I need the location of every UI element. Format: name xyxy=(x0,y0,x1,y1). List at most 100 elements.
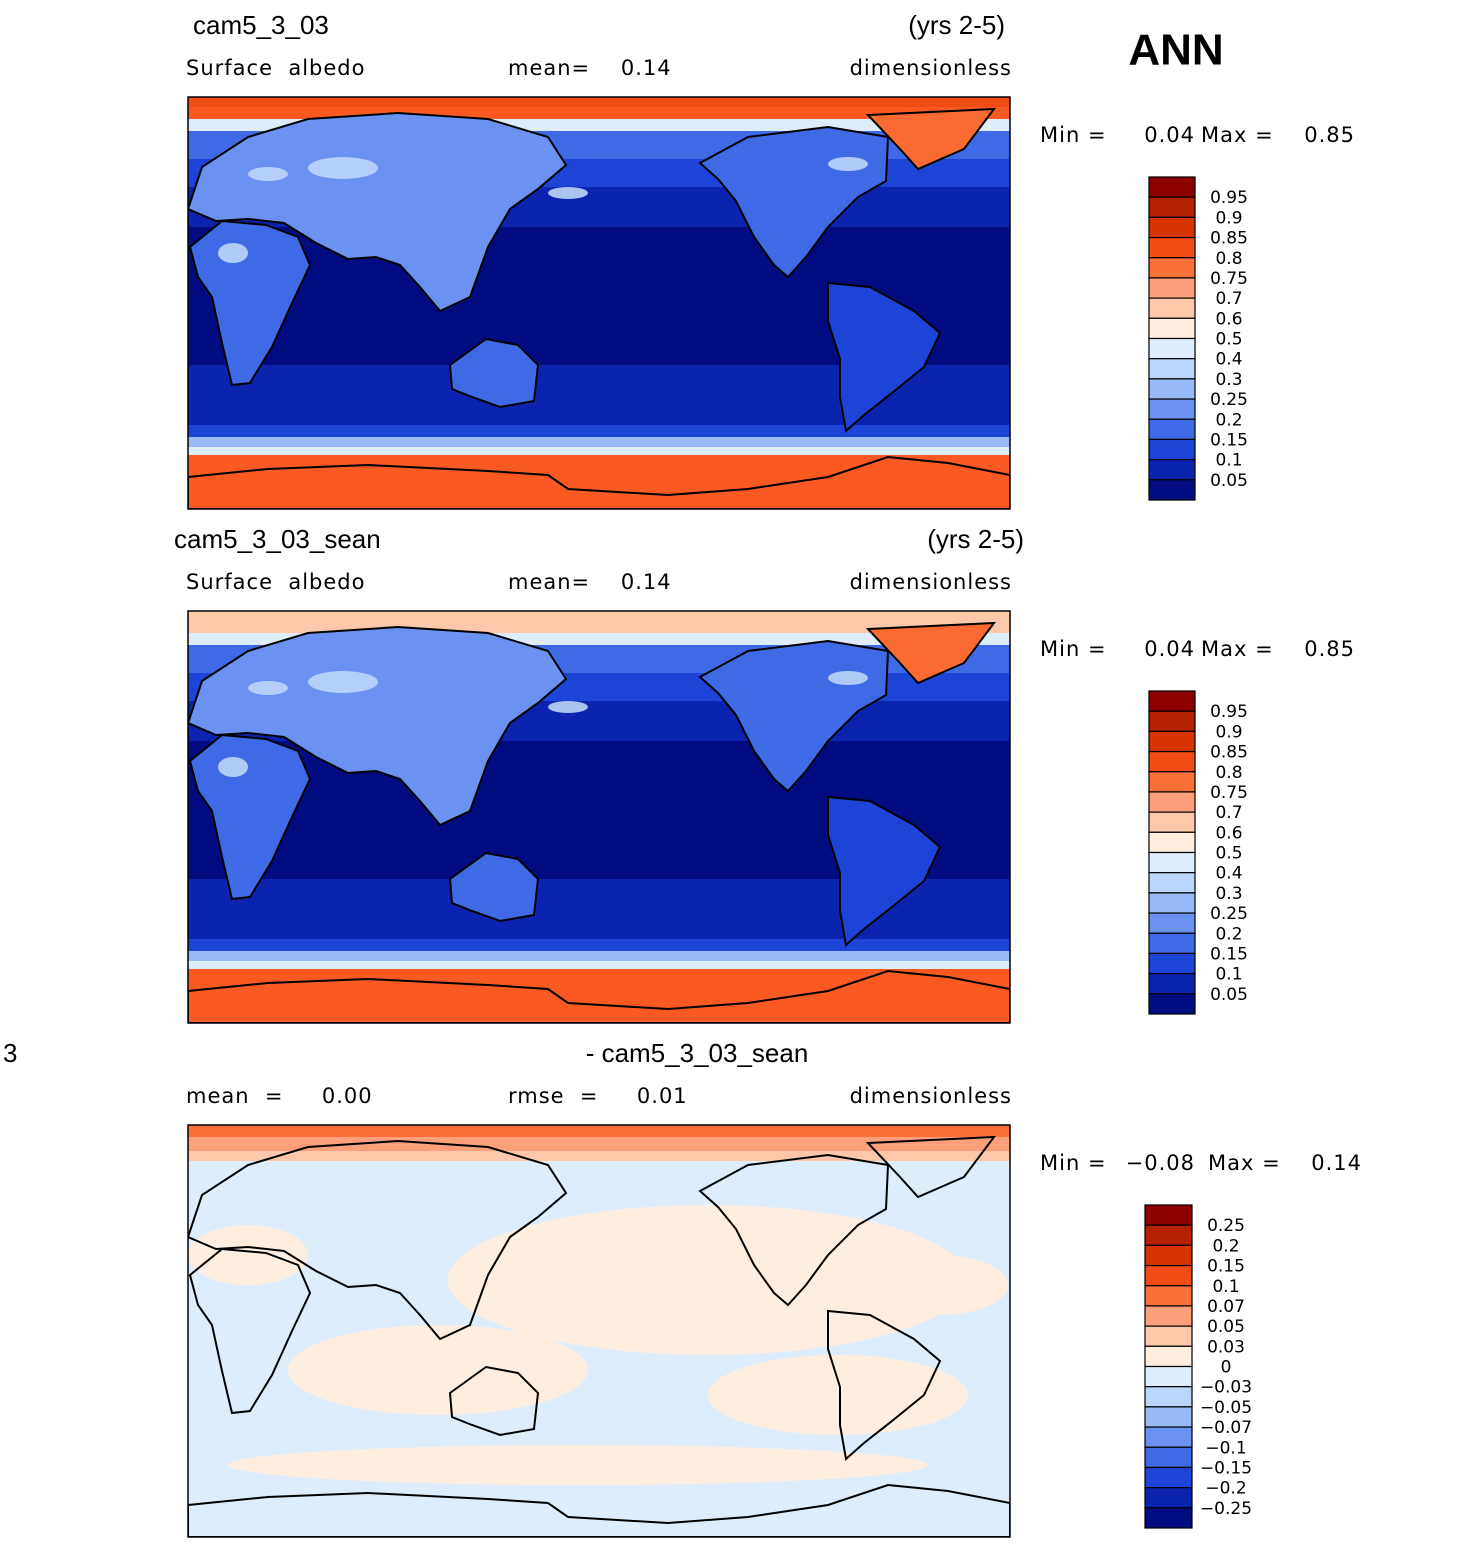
coastline xyxy=(448,851,540,923)
coastline xyxy=(188,219,312,387)
coastline xyxy=(188,1247,312,1415)
field-band xyxy=(188,425,1010,437)
colorbar-box xyxy=(1144,1365,1193,1388)
coastline xyxy=(188,969,1010,1023)
land-field xyxy=(190,221,310,385)
map-frame xyxy=(187,1124,1011,1538)
field-patch xyxy=(248,167,288,181)
land-field xyxy=(868,109,994,169)
colorbar-box xyxy=(1144,1507,1193,1529)
colorbar-label: 0.25 xyxy=(1207,1216,1245,1236)
field-patch xyxy=(828,157,868,171)
field-band xyxy=(188,447,1010,455)
coastline xyxy=(865,621,997,685)
land-field xyxy=(188,113,566,311)
colorbar-box xyxy=(1148,892,1196,914)
map-frame xyxy=(187,96,1011,510)
colorbar-box xyxy=(1148,257,1196,279)
field-band xyxy=(188,961,1010,969)
colorbar-box xyxy=(1148,358,1196,380)
min-label: Min = xyxy=(1040,637,1107,661)
colorbar-box xyxy=(1148,337,1196,360)
colorbar-box xyxy=(1144,1244,1193,1267)
subtitle-left: mean = 0.00 xyxy=(186,1084,373,1108)
field-patch xyxy=(188,1225,308,1285)
colorbar-box xyxy=(1148,297,1196,319)
min-value: 0.04 xyxy=(1144,637,1195,661)
subtitle-mid: mean= 0.14 xyxy=(508,570,672,594)
colorbar-box xyxy=(1144,1224,1193,1246)
colorbar-label: 0.2 xyxy=(1215,410,1242,430)
colorbar-box xyxy=(1148,196,1196,218)
colorbar-box xyxy=(1148,438,1196,461)
colorbar-label: 0.5 xyxy=(1215,844,1242,864)
coastline xyxy=(698,1153,890,1307)
max-value: 0.14 xyxy=(1311,1151,1362,1175)
subtitle-right: dimensionless xyxy=(850,1084,1012,1108)
coastline xyxy=(865,1135,997,1199)
field-band xyxy=(188,437,1010,447)
colorbar-box xyxy=(1148,932,1196,955)
colorbar-box xyxy=(1148,398,1196,420)
subtitle-mid: rmse = 0.01 xyxy=(508,1084,688,1108)
field-patch xyxy=(308,157,378,179)
colorbar-label: 0.4 xyxy=(1215,350,1242,370)
colorbar-box xyxy=(1144,1325,1193,1347)
min-label: Min = xyxy=(1040,1151,1107,1175)
title-left: cam5_3_03_sean xyxy=(174,524,381,554)
map-field xyxy=(188,97,1010,509)
map xyxy=(187,96,1011,510)
colorbar-label: 0.7 xyxy=(1215,803,1242,823)
colorbar-box xyxy=(1144,1426,1193,1448)
subtitle-mid: mean= 0.14 xyxy=(508,56,672,80)
title-right: (yrs 2-5) xyxy=(908,10,1005,40)
field-patch xyxy=(218,243,248,263)
colorbar-label: −0.1 xyxy=(1205,1438,1246,1458)
colorbar-label: 0.1 xyxy=(1212,1277,1239,1297)
coastline xyxy=(188,1139,568,1341)
colorbar-box xyxy=(1148,750,1196,773)
max-label: Max = xyxy=(1201,123,1274,147)
colorbar-label: 0.25 xyxy=(1210,390,1248,410)
colorbar-label: 0.15 xyxy=(1210,430,1248,450)
colorbar-label: −0.05 xyxy=(1200,1398,1252,1418)
field-patch xyxy=(228,1445,928,1485)
field-patch xyxy=(868,1255,1008,1315)
colorbar-label: 0.07 xyxy=(1207,1297,1245,1317)
colorbar-label: 0.9 xyxy=(1215,722,1242,742)
colorbar-box xyxy=(1148,771,1196,793)
colorbar-label: 0.9 xyxy=(1215,208,1242,228)
map xyxy=(187,610,1011,1024)
coastline xyxy=(698,125,890,279)
min-value: 0.04 xyxy=(1144,123,1195,147)
colorbar-box xyxy=(1148,236,1196,259)
land-field xyxy=(828,283,940,431)
coastline xyxy=(827,795,942,947)
field-patch xyxy=(828,671,868,685)
land-field xyxy=(190,735,310,899)
colorbar-box xyxy=(1148,216,1196,239)
max-value: 0.85 xyxy=(1304,123,1355,147)
colorbar-label: 0.75 xyxy=(1210,783,1248,803)
colorbar-label: 0.1 xyxy=(1215,965,1242,985)
colorbar-box xyxy=(1148,791,1196,813)
colorbar-box xyxy=(1144,1386,1193,1408)
colorbar-box xyxy=(1148,730,1196,753)
colorbar-box xyxy=(1148,811,1196,833)
coastline xyxy=(188,1483,1010,1537)
colorbar-label: 0.85 xyxy=(1210,229,1248,249)
field-patch xyxy=(548,701,588,713)
max-label: Max = xyxy=(1201,637,1274,661)
field-band xyxy=(188,951,1010,961)
colorbar-label: 0.03 xyxy=(1207,1337,1245,1357)
coastline xyxy=(188,455,1010,509)
colorbar-label: 0.8 xyxy=(1215,249,1242,269)
land-field xyxy=(188,971,1010,1023)
colorbar-label: 0.6 xyxy=(1215,309,1242,329)
colorbar-box xyxy=(1148,479,1196,501)
colorbar-label: 0.25 xyxy=(1210,904,1248,924)
colorbar-label: 0.5 xyxy=(1215,330,1242,350)
colorbar-box xyxy=(1148,277,1196,299)
